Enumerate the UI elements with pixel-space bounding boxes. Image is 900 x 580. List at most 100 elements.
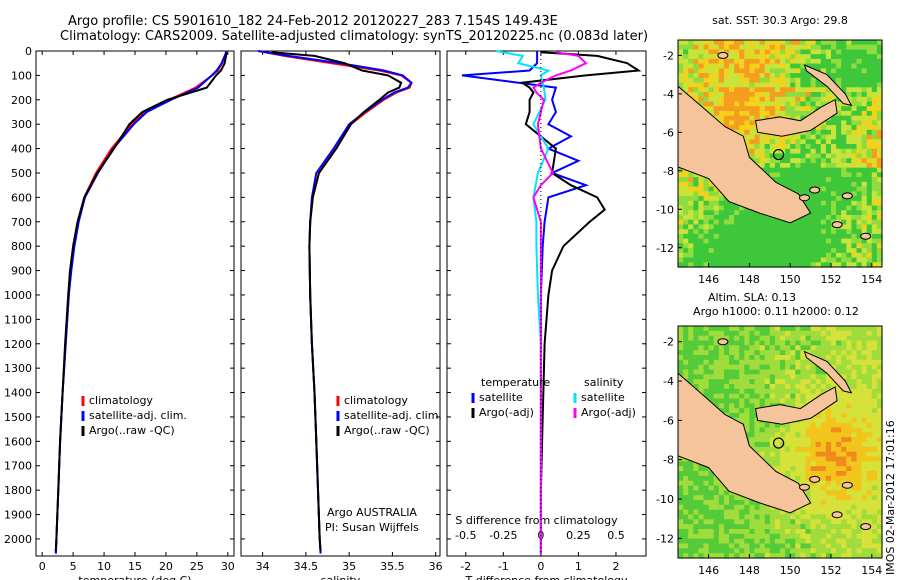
depth-tick-label-1500: 1500 bbox=[4, 411, 32, 424]
island bbox=[860, 232, 872, 240]
sla-lon-tick-148: 148 bbox=[739, 564, 760, 577]
sst-lat-tick--2: -2 bbox=[663, 49, 674, 62]
sla-lat-tick--10: -10 bbox=[656, 493, 674, 506]
sla-lat-tick--2: -2 bbox=[663, 336, 674, 349]
diff-x-tick-2: 2 bbox=[612, 560, 619, 573]
diff-x-tick-0: 0 bbox=[537, 560, 544, 573]
sal-line-2 bbox=[271, 51, 403, 552]
temp-line-0 bbox=[54, 50, 229, 554]
sal-legend-entry: climatology bbox=[344, 394, 408, 407]
map-top-title: sat. SST: 30.3 Argo: 29.8 bbox=[712, 14, 848, 27]
depth-tick-label-1400: 1400 bbox=[4, 387, 32, 400]
island bbox=[831, 221, 843, 229]
landmass-new-britain bbox=[754, 386, 838, 425]
sst-lat-tick--10: -10 bbox=[656, 203, 674, 216]
diff-x-tick-1: 1 bbox=[575, 560, 582, 573]
header-line2: Climatology: CARS2009. Satellite-adjuste… bbox=[60, 29, 649, 44]
depth-tick-label-1000: 1000 bbox=[4, 289, 32, 302]
sal-x-tick-36: 36 bbox=[429, 560, 443, 573]
sla-lon-tick-152: 152 bbox=[821, 564, 842, 577]
island bbox=[831, 511, 843, 519]
imos-stamp: IMOS 02-Mar-2012 17:01:16 bbox=[884, 420, 897, 575]
depth-tick-label-400: 400 bbox=[11, 143, 32, 156]
sdiff-xlabel: S difference from climatology bbox=[455, 514, 618, 527]
sla-lat-tick--12: -12 bbox=[656, 532, 674, 545]
sla-lat-tick--6: -6 bbox=[663, 414, 674, 427]
depth-tick-label-200: 200 bbox=[11, 94, 32, 107]
header-line1: Argo profile: CS 5901610_182 24-Feb-2012… bbox=[68, 14, 558, 29]
island bbox=[798, 194, 810, 202]
sla-profile-marker bbox=[772, 437, 785, 449]
temp-x-tick-20: 20 bbox=[159, 560, 173, 573]
argo-annotation-2: PI: Susan Wijffels bbox=[325, 521, 419, 534]
sdiff-tick-0.25: 0.25 bbox=[566, 529, 591, 542]
temp-x-tick-30: 30 bbox=[221, 560, 235, 573]
island bbox=[841, 481, 853, 489]
map-bottom-title1: Altim. SLA: 0.13 bbox=[708, 291, 796, 304]
sst-lon-tick-146: 146 bbox=[698, 273, 719, 286]
depth-tick-label-1800: 1800 bbox=[4, 484, 32, 497]
temp-line-1 bbox=[54, 50, 228, 554]
sla-lat-tick--4: -4 bbox=[663, 375, 674, 388]
sst-lat-tick--8: -8 bbox=[663, 165, 674, 178]
landmass-new-ireland bbox=[803, 64, 853, 107]
depth-tick-label-1600: 1600 bbox=[4, 435, 32, 448]
island bbox=[809, 475, 821, 483]
sdiff-tick--0.5: -0.5 bbox=[455, 529, 476, 542]
temp-x-tick-0: 0 bbox=[39, 560, 46, 573]
temp-x-tick-15: 15 bbox=[128, 560, 142, 573]
island bbox=[717, 51, 729, 59]
tdiff-xlabel: T difference from climatology bbox=[465, 574, 628, 580]
depth-tick-label-800: 800 bbox=[11, 240, 32, 253]
sdiff-tick-0.5: 0.5 bbox=[607, 529, 625, 542]
sla-lon-tick-154: 154 bbox=[861, 564, 882, 577]
sdiff-legend-entry: satellite bbox=[581, 391, 625, 404]
sla-lon-tick-146: 146 bbox=[698, 564, 719, 577]
temp-legend-entry: satellite-adj. clim. bbox=[89, 409, 187, 422]
temp-x-tick-5: 5 bbox=[70, 560, 77, 573]
depth-tick-label-1900: 1900 bbox=[4, 509, 32, 522]
depth-tick-label-0: 0 bbox=[25, 45, 32, 58]
sst-profile-marker bbox=[772, 148, 785, 161]
argo-annotation-1: Argo AUSTRALIA bbox=[327, 506, 417, 519]
landmass-new-ireland bbox=[803, 350, 853, 394]
depth-tick-label-100: 100 bbox=[11, 69, 32, 82]
sdiff-legend-title: salinity bbox=[584, 376, 624, 389]
diff-x-tick--2: -2 bbox=[460, 560, 471, 573]
depth-tick-label-1700: 1700 bbox=[4, 460, 32, 473]
diff-line-1 bbox=[519, 51, 642, 554]
depth-tick-label-300: 300 bbox=[11, 118, 32, 131]
sst-lon-tick-154: 154 bbox=[861, 273, 882, 286]
temp-x-tick-10: 10 bbox=[97, 560, 111, 573]
sal-x-tick-34.5: 34.5 bbox=[294, 560, 319, 573]
landmass-new-britain bbox=[754, 98, 838, 137]
salinity-panel bbox=[240, 50, 441, 557]
depth-tick-label-1200: 1200 bbox=[4, 338, 32, 351]
depth-tick-label-1100: 1100 bbox=[4, 313, 32, 326]
sdiff-tick--0.25: -0.25 bbox=[489, 529, 517, 542]
sst-lat-tick--4: -4 bbox=[663, 88, 674, 101]
sdiff-legend-entry: Argo(-adj) bbox=[581, 406, 636, 419]
tdiff-legend-entry: Argo(-adj) bbox=[479, 406, 534, 419]
temp-line-2 bbox=[54, 52, 228, 552]
temperature-xlabel: temperature (deg C) bbox=[78, 574, 191, 580]
depth-tick-label-500: 500 bbox=[11, 167, 32, 180]
depth-tick-label-2000: 2000 bbox=[4, 533, 32, 546]
sal-legend-entry: satellite-adj. clim. bbox=[344, 409, 442, 422]
sst-lon-tick-148: 148 bbox=[739, 273, 760, 286]
sal-x-tick-34: 34 bbox=[256, 560, 270, 573]
temp-x-tick-25: 25 bbox=[190, 560, 204, 573]
sst-lon-tick-152: 152 bbox=[821, 273, 842, 286]
island bbox=[717, 338, 729, 346]
island bbox=[809, 186, 821, 194]
sal-x-tick-35.5: 35.5 bbox=[380, 560, 405, 573]
depth-tick-label-700: 700 bbox=[11, 216, 32, 229]
landmass-new-guinea bbox=[677, 372, 812, 514]
island bbox=[860, 523, 872, 531]
depth-tick-label-900: 900 bbox=[11, 265, 32, 278]
diff-line-0 bbox=[461, 51, 589, 554]
tdiff-legend-title: temperature bbox=[481, 376, 550, 389]
depth-tick-label-1300: 1300 bbox=[4, 362, 32, 375]
depth-tick-label-600: 600 bbox=[11, 191, 32, 204]
